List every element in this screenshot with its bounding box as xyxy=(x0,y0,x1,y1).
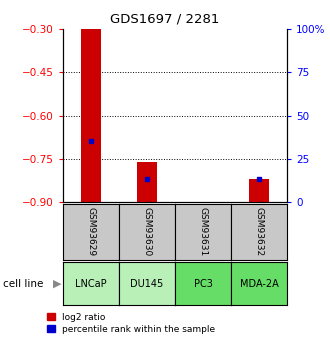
Text: PC3: PC3 xyxy=(193,279,213,289)
Text: ▶: ▶ xyxy=(52,279,61,289)
Bar xyxy=(249,179,269,202)
Bar xyxy=(137,161,157,202)
Text: GSM93629: GSM93629 xyxy=(86,207,95,257)
Text: DU145: DU145 xyxy=(130,279,163,289)
Text: GSM93632: GSM93632 xyxy=(254,207,264,257)
Text: cell line: cell line xyxy=(3,279,44,289)
Text: GDS1697 / 2281: GDS1697 / 2281 xyxy=(110,12,220,25)
Text: GSM93631: GSM93631 xyxy=(198,207,208,257)
Text: MDA-2A: MDA-2A xyxy=(240,279,279,289)
Text: GSM93630: GSM93630 xyxy=(142,207,151,257)
Legend: log2 ratio, percentile rank within the sample: log2 ratio, percentile rank within the s… xyxy=(48,313,215,334)
Bar xyxy=(81,29,101,202)
Text: LNCaP: LNCaP xyxy=(75,279,107,289)
